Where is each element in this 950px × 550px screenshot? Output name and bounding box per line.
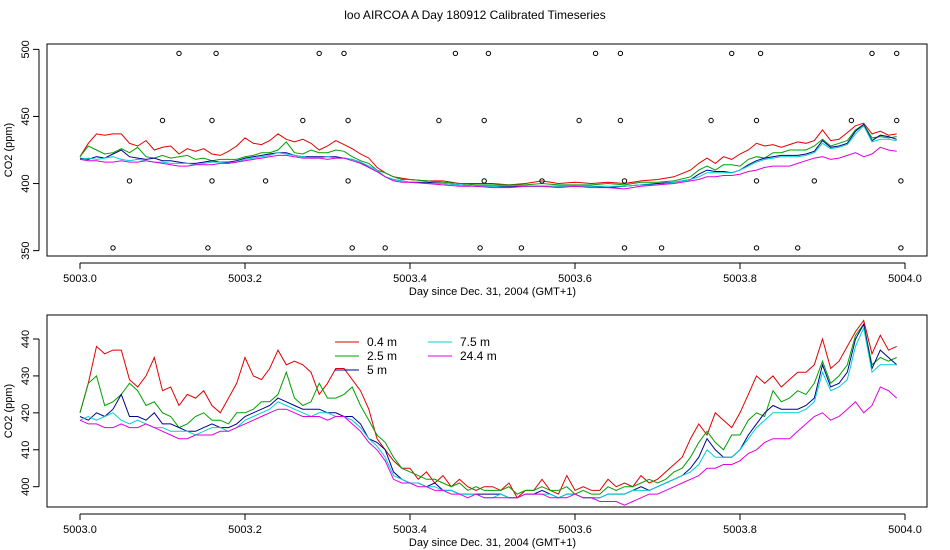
x-tick-label: 5003.0 — [63, 524, 97, 536]
legend-label: 5 m — [367, 363, 387, 377]
legend-label: 24.4 m — [460, 349, 497, 363]
y-tick-label: 420 — [20, 404, 32, 422]
calibration-point — [753, 245, 760, 251]
calibration-point — [708, 117, 714, 124]
calibration-point — [382, 245, 388, 251]
calibration-point — [262, 178, 269, 184]
calibration-point — [209, 117, 215, 124]
figure-title: loo AIRCOA A Day 180912 Calibrated Times… — [344, 8, 605, 22]
legend-label: 0.4 m — [367, 335, 397, 349]
calibration-point — [246, 245, 252, 251]
calibration-point — [894, 50, 900, 57]
y-tick-label: 350 — [20, 241, 32, 259]
calibration-point — [349, 245, 355, 251]
series-line-3 — [79, 123, 897, 189]
x-tick-label: 5004.0 — [888, 524, 922, 536]
calibration-point — [617, 117, 624, 124]
x-tick-label: 5003.6 — [558, 273, 592, 285]
calibration-point — [894, 117, 900, 124]
calibration-point — [481, 178, 487, 184]
calibration-point — [869, 50, 875, 57]
calibration-point — [452, 50, 459, 57]
x-tick-label: 5003.6 — [558, 524, 592, 536]
x-tick-label: 5003.8 — [723, 273, 757, 285]
x-axis-label: Day since Dec. 31, 2004 (GMT+1) — [409, 286, 576, 298]
calibration-point — [485, 50, 492, 57]
calibration-point — [159, 117, 166, 124]
calibration-point — [209, 178, 215, 184]
calibration-point — [848, 117, 855, 124]
x-tick-label: 5003.2 — [228, 273, 262, 285]
series-line-0-4-m — [79, 319, 897, 499]
calibration-point — [205, 245, 211, 251]
x-tick-label: 5003.4 — [393, 273, 427, 285]
calibration-point — [753, 117, 760, 124]
y-tick-label: 500 — [20, 40, 32, 58]
calibration-point — [576, 117, 582, 124]
y-tick-label: 430 — [20, 367, 32, 385]
series-line-2 — [79, 123, 897, 186]
x-tick-label: 5004.0 — [888, 273, 922, 285]
calibration-point — [345, 178, 351, 184]
x-axis-label: Day since Dec. 31, 2004 (GMT+1) — [409, 537, 576, 549]
calibration-point — [753, 178, 760, 184]
calibration-point — [658, 245, 665, 251]
calibration-point — [126, 178, 133, 184]
calibration-point — [481, 117, 487, 124]
series-line-1 — [79, 122, 897, 186]
calibration-point — [316, 50, 322, 57]
legend-label: 2.5 m — [367, 349, 397, 363]
x-tick-label: 5003.8 — [723, 524, 757, 536]
x-tick-label: 5003.4 — [393, 524, 427, 536]
y-axis-label: CO2 (ppm) — [3, 123, 15, 177]
plot-frame — [46, 43, 928, 257]
y-axis-label: CO2 (ppm) — [3, 384, 15, 438]
calibration-point — [757, 50, 764, 57]
calibration-point — [621, 178, 628, 184]
calibration-point — [617, 50, 624, 57]
y-tick-label: 410 — [20, 441, 32, 459]
calibration-point — [898, 178, 904, 184]
calibration-point — [795, 245, 801, 251]
calibration-point — [110, 245, 116, 251]
series-line-2-5-m — [79, 322, 897, 495]
bottom-panel: 5003.0 5003.2 5003.4 5003.6 5003.8 5004.0 Day … — [3, 314, 928, 549]
calibration-point — [621, 245, 628, 251]
top-panel: 5003.0 5003.2 5003.4 5003.6 5003.8 5004.0 Day … — [3, 40, 928, 298]
legend: 0.4 m2.5 m5 m 7.5 m24.4 m — [335, 335, 497, 377]
y-tick-label: 440 — [20, 330, 32, 348]
calibration-point — [176, 50, 182, 57]
calibration-point — [345, 117, 351, 124]
x-tick-label: 5003.0 — [63, 273, 97, 285]
calibration-point — [300, 117, 306, 124]
series-line-24-4-m — [79, 386, 898, 506]
calibration-point — [477, 245, 483, 251]
calibration-point — [539, 178, 545, 184]
calibration-point — [592, 50, 599, 57]
calibration-point — [436, 117, 442, 124]
y-tick-label: 400 — [20, 174, 32, 192]
plot-frame — [46, 314, 928, 508]
y-tick-label: 400 — [20, 478, 32, 496]
legend-label: 7.5 m — [460, 335, 490, 349]
x-tick-label: 5003.2 — [228, 524, 262, 536]
series-line-5 — [79, 146, 897, 190]
calibration-point — [898, 245, 904, 251]
calibration-point — [518, 245, 525, 251]
series-line-5-m — [79, 322, 898, 499]
calibration-point — [341, 50, 347, 57]
y-tick-label: 450 — [20, 107, 32, 125]
calibration-point — [811, 178, 817, 184]
calibration-point — [729, 50, 735, 57]
calibration-point — [213, 50, 219, 57]
